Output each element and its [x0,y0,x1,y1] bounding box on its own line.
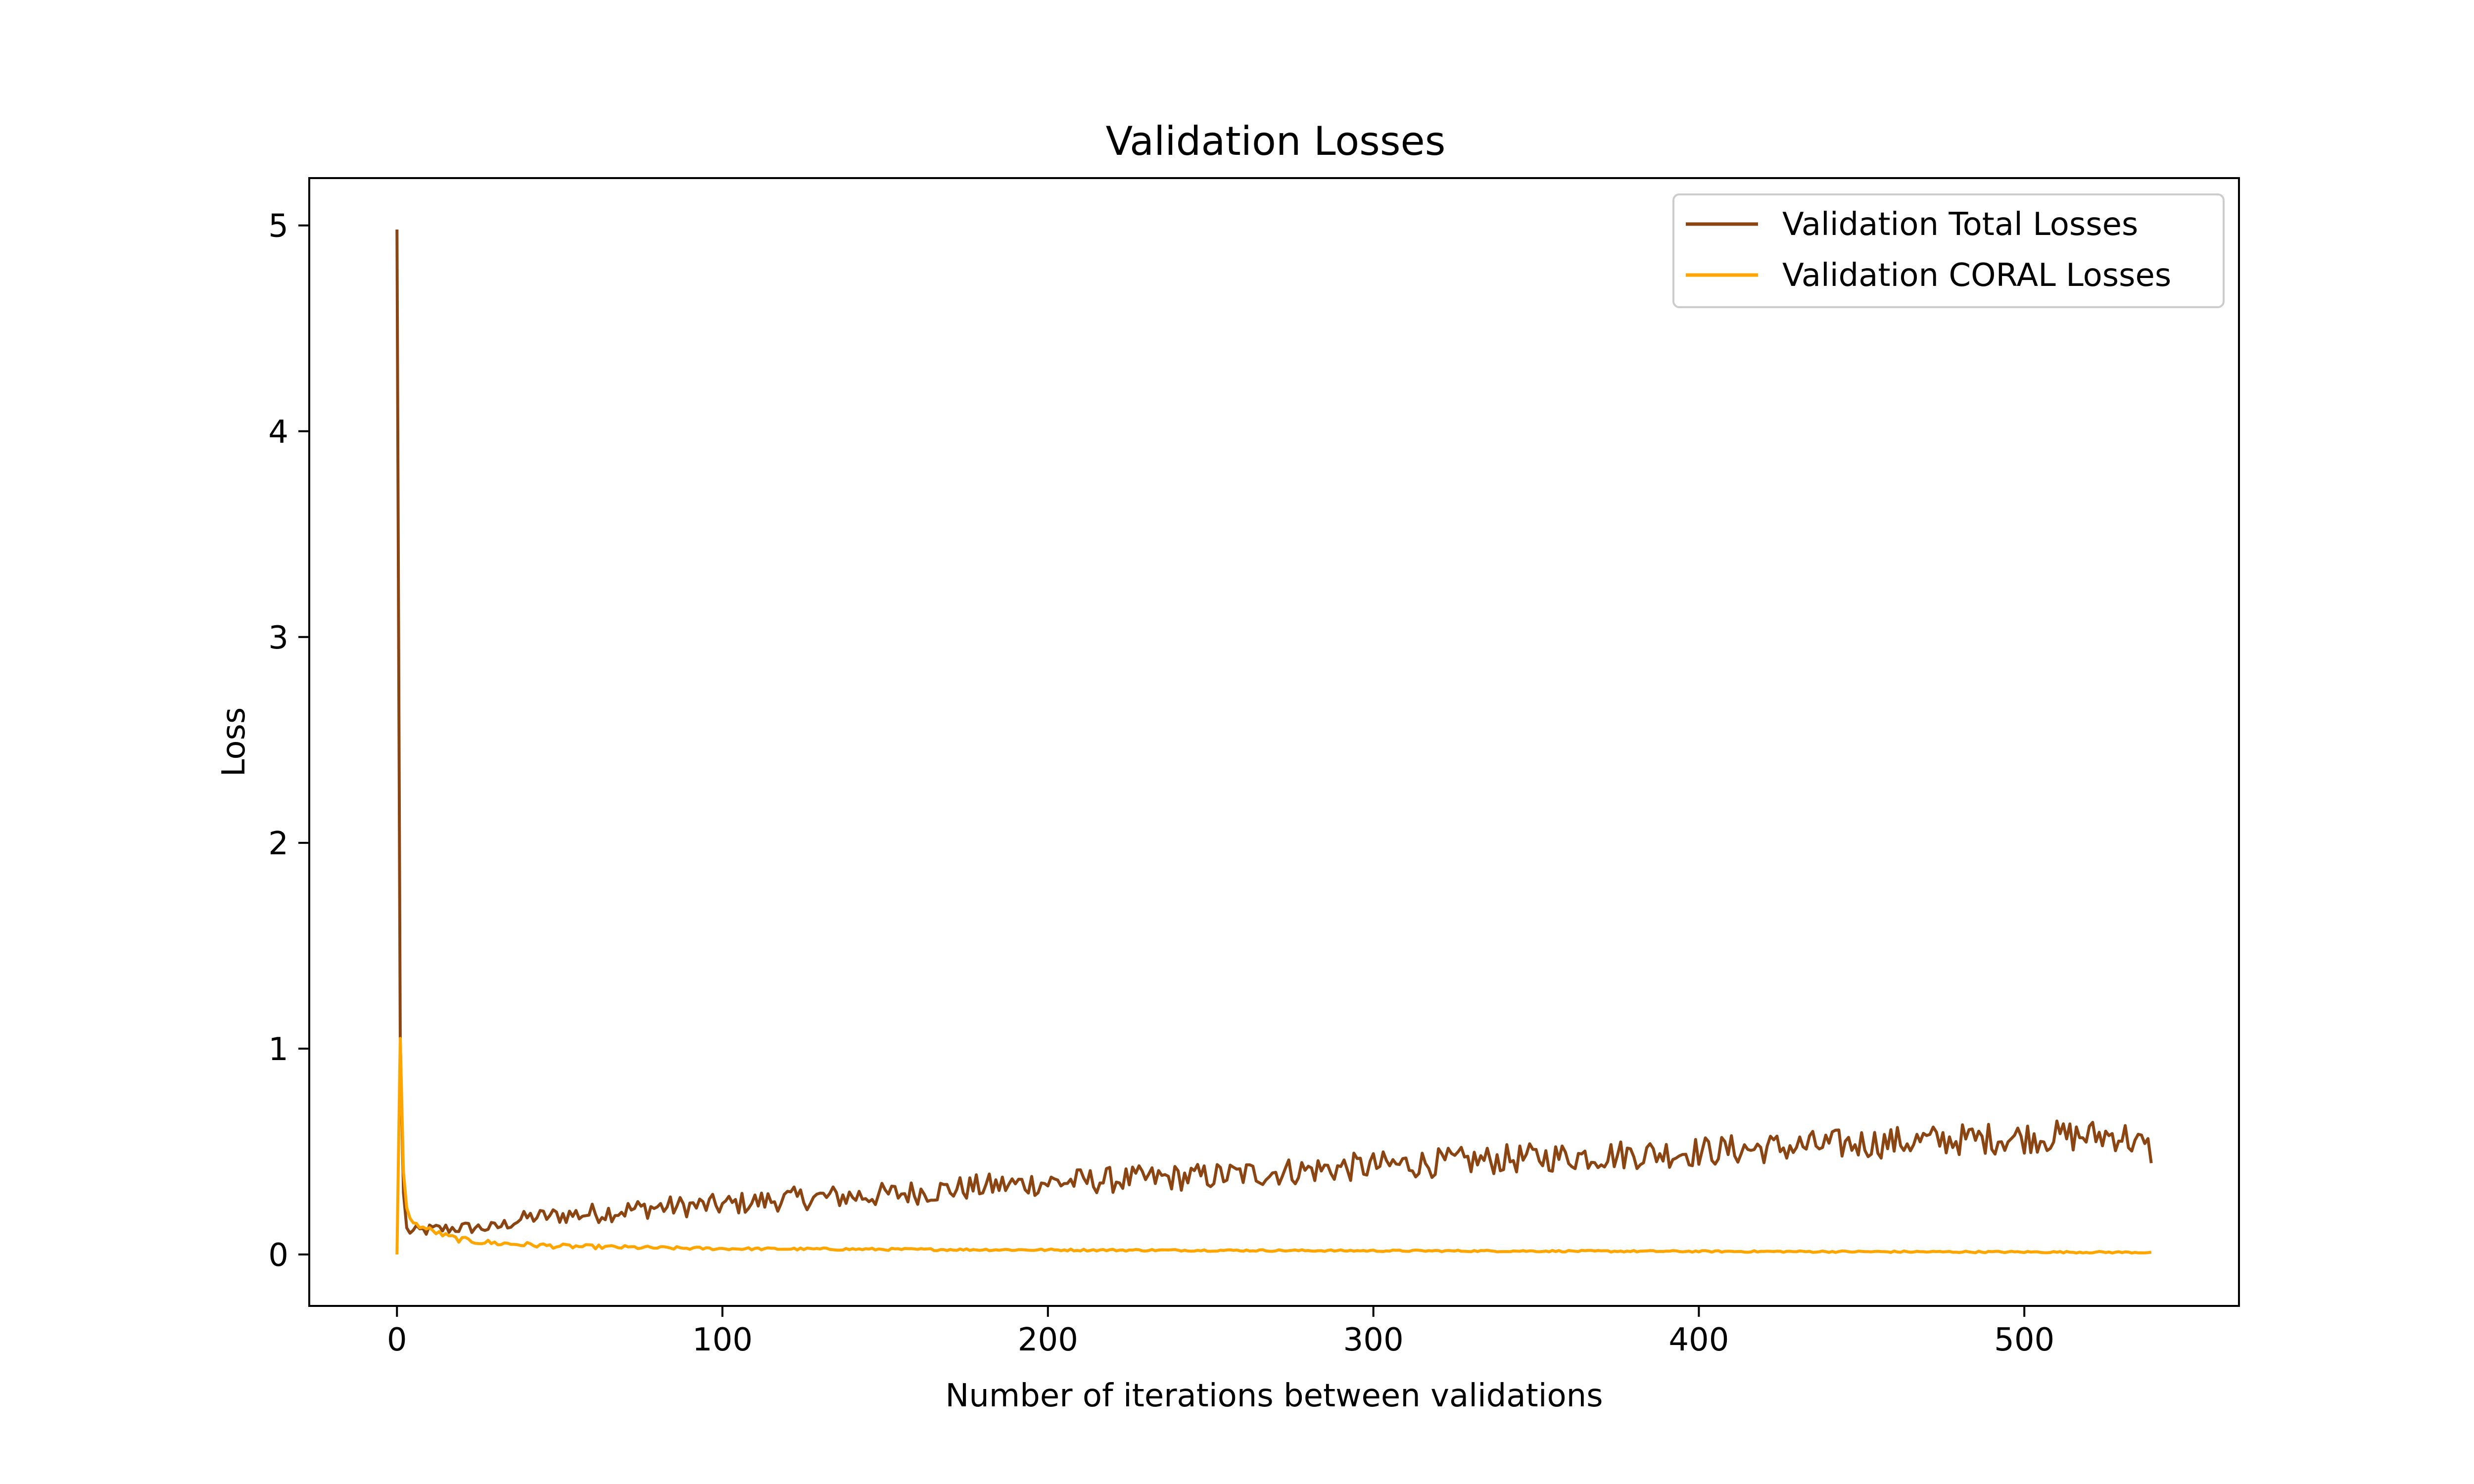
y-tick-label: 2 [268,826,288,862]
y-axis: 0 1 2 3 4 5 [268,208,309,1274]
series-line-total [395,229,2153,1236]
x-tick-label: 300 [1343,1322,1404,1358]
y-axis-label: Loss [216,707,252,777]
series-layer [395,229,2153,1255]
y-tick-label: 5 [268,208,288,245]
chart-title: Validation Losses [1106,118,1446,164]
x-tick-label: 0 [387,1322,407,1358]
x-tick-label: 400 [1668,1322,1729,1358]
y-tick-label: 4 [268,414,288,451]
legend-label-coral: Validation CORAL Losses [1782,257,2171,294]
legend-label-total: Validation Total Losses [1782,206,2138,243]
x-axis-label: Number of iterations between validations [945,1378,1603,1414]
y-tick-label: 0 [268,1237,288,1274]
y-tick-label: 3 [268,620,288,656]
x-axis: 0 100 200 300 400 500 [387,1306,2054,1358]
y-tick-label: 1 [268,1031,288,1068]
plot-area [308,177,2240,1307]
series-line-coral [395,1037,2152,1255]
legend: Validation Total Losses Validation CORAL… [1672,193,2225,308]
x-tick-label: 200 [1018,1322,1078,1358]
legend-box [1672,193,2225,308]
axes-frame [308,177,2240,1307]
x-tick-label: 100 [692,1322,753,1358]
plot-background [309,178,2239,1306]
x-tick-label: 500 [1994,1322,2054,1358]
